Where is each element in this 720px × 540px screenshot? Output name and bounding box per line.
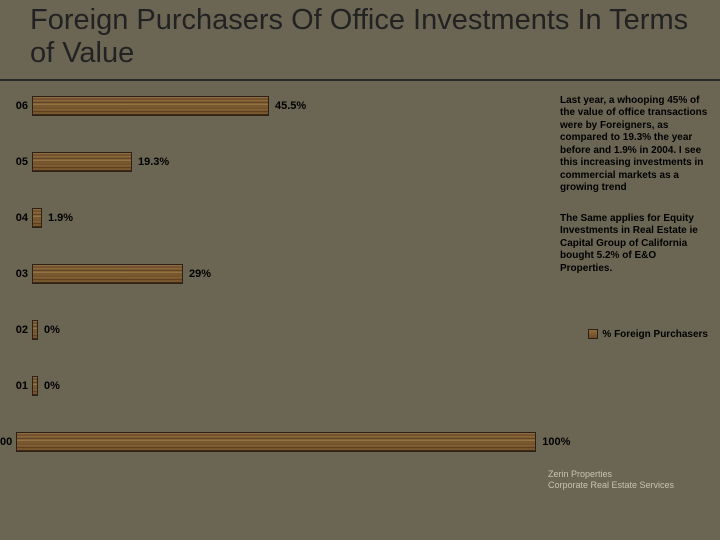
bar-value-label: 29% <box>189 268 211 280</box>
footer-line-2: Corporate Real Estate Services <box>548 480 674 491</box>
bar-value-label: 1.9% <box>48 212 73 224</box>
y-axis-label: 02 <box>0 324 28 336</box>
bar <box>32 376 38 396</box>
legend: % Foreign Purchasers <box>588 329 708 340</box>
content-area: 0645.5%0519.3%041.9%0329%020%010%00100% … <box>0 81 720 531</box>
chart-row: 01 0% <box>0 367 560 405</box>
y-axis-label: 03 <box>0 268 28 280</box>
bar-track: 0% <box>32 375 552 397</box>
bar-value-label: 19.3% <box>138 156 169 168</box>
bar-track: 1.9% <box>32 207 552 229</box>
chart-row: 04 1.9% <box>0 199 560 237</box>
bar-track: 29% <box>32 263 552 285</box>
bar-chart: 06 45.5% 05 19.3% 04 1.9% 03 29% 02 0% 01 0% 00100% <box>0 87 560 479</box>
commentary-column: Last year, a whooping 45% of the value o… <box>560 95 708 276</box>
bar-value-label: 100% <box>542 436 570 448</box>
y-axis-label: 04 <box>0 212 28 224</box>
y-axis-label: 01 <box>0 380 28 392</box>
bar <box>32 320 38 340</box>
bar-track: 19.3% <box>32 151 552 173</box>
bar-value-label: 0% <box>44 324 60 336</box>
page-title: Foreign Purchasers Of Office Investments… <box>30 4 690 71</box>
legend-swatch <box>588 329 598 339</box>
bar-track: 45.5% <box>32 95 552 117</box>
bar <box>32 96 269 116</box>
footer-credit: Zerin Properties Corporate Real Estate S… <box>548 469 674 492</box>
chart-row: 02 0% <box>0 311 560 349</box>
chart-row: 06 45.5% <box>0 87 560 125</box>
bar <box>16 432 536 452</box>
chart-row: 05 19.3% <box>0 143 560 181</box>
legend-label: % Foreign Purchasers <box>602 329 708 340</box>
bar-value-label: 45.5% <box>275 100 306 112</box>
bar <box>32 208 42 228</box>
y-axis-label: 05 <box>0 156 28 168</box>
chart-row: 00100% <box>0 423 560 461</box>
bar-track: 0% <box>32 319 552 341</box>
title-block: Foreign Purchasers Of Office Investments… <box>0 0 720 77</box>
y-axis-label: 00 <box>0 436 12 448</box>
chart-row: 03 29% <box>0 255 560 293</box>
bar-track: 100% <box>16 431 570 453</box>
bar <box>32 264 183 284</box>
commentary-para-2: The Same applies for Equity Investments … <box>560 213 708 276</box>
bar-value-label: 0% <box>44 380 60 392</box>
y-axis-label: 06 <box>0 100 28 112</box>
footer-line-1: Zerin Properties <box>548 469 674 480</box>
bar <box>32 152 132 172</box>
commentary-para-1: Last year, a whooping 45% of the value o… <box>560 95 708 195</box>
